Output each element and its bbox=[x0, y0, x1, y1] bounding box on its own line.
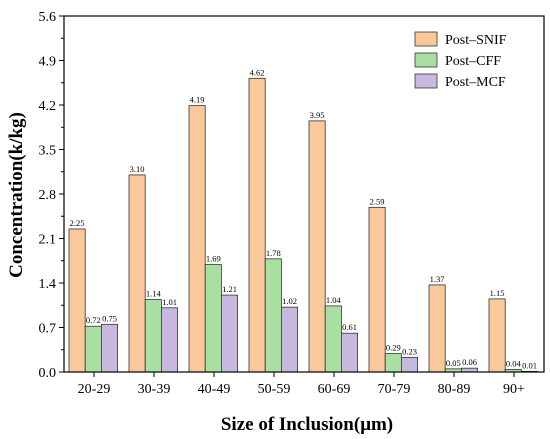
y-tick-label: 0.0 bbox=[39, 366, 57, 381]
legend-label-series-3: Post–MCF bbox=[445, 75, 506, 90]
x-tick-label: 70-79 bbox=[378, 382, 411, 397]
value-label-20-29-series-1: 2.25 bbox=[70, 218, 85, 228]
bar-80-89-series-1 bbox=[428, 284, 446, 373]
x-tick-label: 50-59 bbox=[258, 382, 291, 397]
legend-swatch-series-3 bbox=[414, 73, 438, 89]
value-label-90+-series-1: 1.15 bbox=[490, 288, 505, 298]
value-label-50-59-series-3: 1.02 bbox=[282, 296, 297, 306]
value-label-60-69-series-3: 0.61 bbox=[342, 322, 357, 332]
value-label-50-59-series-1: 4.62 bbox=[250, 67, 265, 77]
value-label-30-39-series-3: 1.01 bbox=[162, 297, 177, 307]
bar-50-59-series-3 bbox=[280, 306, 298, 373]
bar-60-69-series-3 bbox=[340, 332, 358, 373]
bar-90+-series-1 bbox=[488, 298, 506, 373]
value-label-80-89-series-1: 1.37 bbox=[430, 274, 445, 284]
bar-70-79-series-2 bbox=[384, 353, 402, 373]
y-tick-label: 2.1 bbox=[39, 233, 57, 248]
value-label-50-59-series-2: 1.78 bbox=[266, 248, 281, 258]
x-tick-label: 30-39 bbox=[138, 382, 171, 397]
bar-50-59-series-2 bbox=[264, 258, 282, 373]
value-label-60-69-series-2: 1.04 bbox=[326, 295, 342, 305]
bar-50-59-series-1 bbox=[248, 77, 266, 373]
bar-40-49-series-3 bbox=[220, 294, 238, 373]
bar-60-69-series-2 bbox=[324, 305, 342, 373]
value-label-60-69-series-1: 3.95 bbox=[310, 110, 325, 120]
value-label-90+-series-3: 0.01 bbox=[522, 360, 537, 370]
bar-20-29-series-3 bbox=[101, 323, 119, 373]
bars-layer bbox=[68, 77, 539, 373]
bar-40-49-series-1 bbox=[188, 105, 206, 373]
x-tick-label: 40-49 bbox=[198, 382, 231, 397]
legend-label-series-2: Post–CFF bbox=[445, 54, 501, 69]
y-tick-label: 2.8 bbox=[39, 188, 57, 203]
bar-70-79-series-3 bbox=[400, 356, 418, 373]
y-tick-label: 0.7 bbox=[39, 322, 57, 337]
y-tick-label: 4.2 bbox=[39, 99, 57, 114]
y-tick-label: 3.5 bbox=[39, 144, 57, 159]
x-tick-label: 60-69 bbox=[318, 382, 351, 397]
legend-swatch-series-2 bbox=[414, 52, 438, 68]
y-axis-label: Concentration(k/kg) bbox=[6, 112, 27, 278]
bar-40-49-series-2 bbox=[204, 264, 222, 373]
y-tick-label: 5.6 bbox=[39, 10, 57, 25]
bar-70-79-series-1 bbox=[368, 206, 386, 373]
x-tick-label: 20-29 bbox=[78, 382, 111, 397]
y-tick-label: 4.9 bbox=[39, 55, 57, 70]
bar-60-69-series-1 bbox=[308, 120, 326, 373]
value-label-70-79-series-2: 0.29 bbox=[386, 343, 401, 353]
legend-swatch-series-1 bbox=[414, 31, 438, 47]
bar-30-39-series-1 bbox=[128, 174, 146, 373]
legend: Post–SNIF Post–CFF Post–MCF bbox=[408, 26, 540, 92]
x-tick-label: 90+ bbox=[503, 382, 525, 397]
bar-30-39-series-3 bbox=[160, 307, 178, 373]
axes-layer: 0.0 0.7 1.4 2.1 2.8 3.5 4.2 4.9 5.6 20-29 30-39 40-… bbox=[39, 10, 545, 397]
value-label-70-79-series-3: 0.23 bbox=[402, 346, 417, 356]
value-label-80-89-series-3: 0.06 bbox=[462, 357, 477, 367]
value-label-70-79-series-1: 2.59 bbox=[370, 196, 385, 206]
value-label-40-49-series-2: 1.69 bbox=[206, 254, 221, 264]
bar-30-39-series-2 bbox=[144, 299, 162, 373]
bar-20-29-series-1 bbox=[68, 228, 86, 373]
legend-label-series-1: Post–SNIF bbox=[445, 33, 507, 48]
value-label-40-49-series-1: 4.19 bbox=[190, 95, 205, 105]
value-label-20-29-series-3: 0.75 bbox=[102, 313, 117, 323]
x-axis-label: Size of Inclusion(μm) bbox=[221, 414, 393, 435]
value-label-30-39-series-1: 3.10 bbox=[130, 164, 145, 174]
x-tick-label: 80-89 bbox=[438, 382, 471, 397]
value-labels-layer: 2.25 0.72 0.75 3.10 1.141.01 4.19 1.69 1.21 4.62… bbox=[70, 67, 537, 370]
value-label-40-49-series-3: 1.21 bbox=[222, 284, 237, 294]
value-label-80-89-series-2: 0.05 bbox=[446, 358, 461, 368]
y-tick-label: 1.4 bbox=[39, 277, 57, 292]
value-label-30-39-series-2: 1.14 bbox=[146, 289, 162, 299]
value-label-90+-series-2: 0.04 bbox=[506, 358, 522, 368]
bar-20-29-series-2 bbox=[84, 325, 102, 373]
value-label-20-29-series-2: 0.72 bbox=[86, 315, 101, 325]
